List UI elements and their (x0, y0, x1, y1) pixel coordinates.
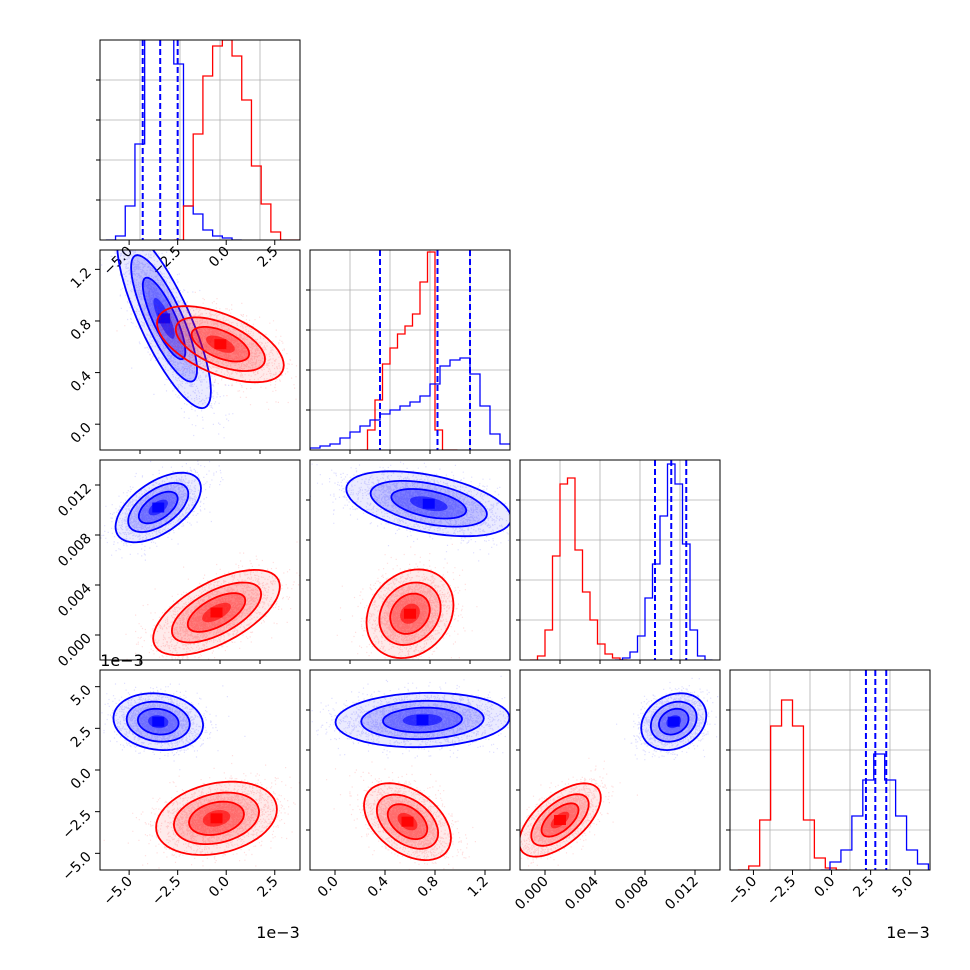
x-offset-label-corner: 1e−3 (886, 923, 930, 942)
x-tick-label: 0.0 (206, 874, 233, 901)
x-tick-label: 1.2 (465, 874, 492, 901)
panel-frame (309, 459, 511, 661)
hist-series-red (173, 40, 300, 240)
x-tick-label: 0.0 (206, 244, 233, 271)
x-tick-label: −2.5 (149, 874, 184, 909)
hist-series-red (360, 251, 458, 450)
panel-frame (99, 39, 301, 241)
plot-area (311, 675, 510, 870)
density-peak-blue (152, 716, 165, 727)
plot-area (310, 250, 510, 450)
scatter-panel-r3c2: 0.000 0.004 0.008 0.012 (512, 669, 721, 914)
y-tick-label: 0.012 (55, 481, 95, 521)
plot-area (100, 460, 300, 660)
panel-frame (729, 669, 931, 871)
plot-area (737, 670, 930, 870)
x-tick-label: −2.5 (764, 874, 799, 909)
density-peak-red (554, 815, 566, 825)
x-tick-label: 0.0 (315, 874, 342, 901)
hist-series-blue (310, 357, 510, 450)
scatter-panel-r2c1 (306, 459, 511, 664)
y-tick-label: 5.0 (68, 682, 95, 709)
plot-area (310, 460, 510, 660)
x-tick-label: 5.0 (889, 874, 916, 901)
panel-frame (309, 669, 511, 871)
x-tick-label: 0.012 (662, 874, 702, 914)
histogram-panel-d3: −5.0 −2.5 0.0 2.5 5.0 (725, 669, 931, 909)
y-tick-label: 0.000 (55, 631, 95, 671)
y-tick-label: 0.0 (68, 766, 95, 793)
hist-series-red (737, 699, 848, 870)
hist-series-blue (105, 40, 242, 240)
density-peak-red (210, 813, 223, 824)
y-tick-label: 0.0 (68, 420, 95, 447)
density-peak-blue (416, 715, 429, 725)
y-tick-label: 2.5 (68, 724, 95, 751)
hist-series-red (530, 477, 628, 660)
histogram-panel-d2 (516, 459, 721, 664)
hist-series-blue (820, 753, 930, 870)
scatter-panel-r2c0: 0.000 0.004 0.008 0.012 (55, 459, 301, 671)
x-tick-label: 2.5 (255, 244, 282, 271)
y-tick-label: −2.5 (59, 807, 94, 842)
y-tick-label: 0.4 (68, 368, 95, 395)
panel-frame (519, 459, 721, 661)
y-tick-label: 0.8 (68, 316, 95, 343)
x-tick-label: 0.000 (512, 874, 552, 914)
scatter-panel-r3c0: −5.0 −2.5 0.0 2.5−5.0−2.50.02.55.0 (59, 669, 301, 909)
density-peak-blue (422, 498, 435, 509)
panel-frame (99, 459, 301, 661)
density-peak-red (404, 608, 416, 619)
y-tick-label: −5.0 (59, 849, 94, 884)
y-offset-label-row3: 1e−3 (100, 651, 144, 670)
y-tick-label: 0.008 (55, 531, 95, 571)
plot-area (530, 460, 713, 660)
x-offset-label-col0: 1e−3 (256, 923, 300, 942)
panel-frame (309, 249, 511, 451)
density-peak-red (401, 816, 414, 827)
density-peak-blue (158, 313, 171, 324)
scatter-panel-r3c1: 0.0 0.4 0.8 1.2 (306, 669, 511, 901)
x-tick-label: 2.5 (850, 874, 877, 901)
density-peak-blue (667, 716, 680, 727)
x-tick-label: 0.004 (562, 873, 602, 913)
density-peak-red (210, 607, 223, 618)
histogram-panel-d1 (306, 249, 511, 454)
x-tick-label: 0.8 (415, 874, 442, 901)
y-tick-label: 0.004 (55, 580, 95, 620)
panel-frame (99, 249, 301, 451)
x-tick-label: 0.008 (612, 874, 652, 914)
x-tick-label: −5.0 (725, 874, 760, 909)
x-tick-label: 0.4 (365, 873, 392, 900)
hist-series-blue (615, 463, 713, 660)
x-tick-label: 2.5 (255, 874, 282, 901)
scatter-panel-r1c0: 0.0 0.4 0.8 1.2 (68, 249, 301, 454)
plot-area (101, 682, 300, 870)
x-tick-label: 0.0 (811, 874, 838, 901)
plot-area (105, 40, 300, 240)
plot-area (100, 250, 298, 439)
plot-area (520, 677, 720, 870)
panel-frame (519, 669, 721, 871)
histogram-panel-d0: −5.0 −2.5 0.0 2.5 (96, 39, 301, 279)
panels-layer: −5.0 −2.5 0.0 2.5−5.0 −2.5 0.0 2.5 5.00.00.40.8… (55, 39, 931, 914)
y-tick-label: 1.2 (68, 265, 95, 292)
density-peak-red (214, 339, 227, 350)
x-tick-label: −5.0 (101, 874, 136, 909)
density-peak-blue (152, 502, 165, 513)
